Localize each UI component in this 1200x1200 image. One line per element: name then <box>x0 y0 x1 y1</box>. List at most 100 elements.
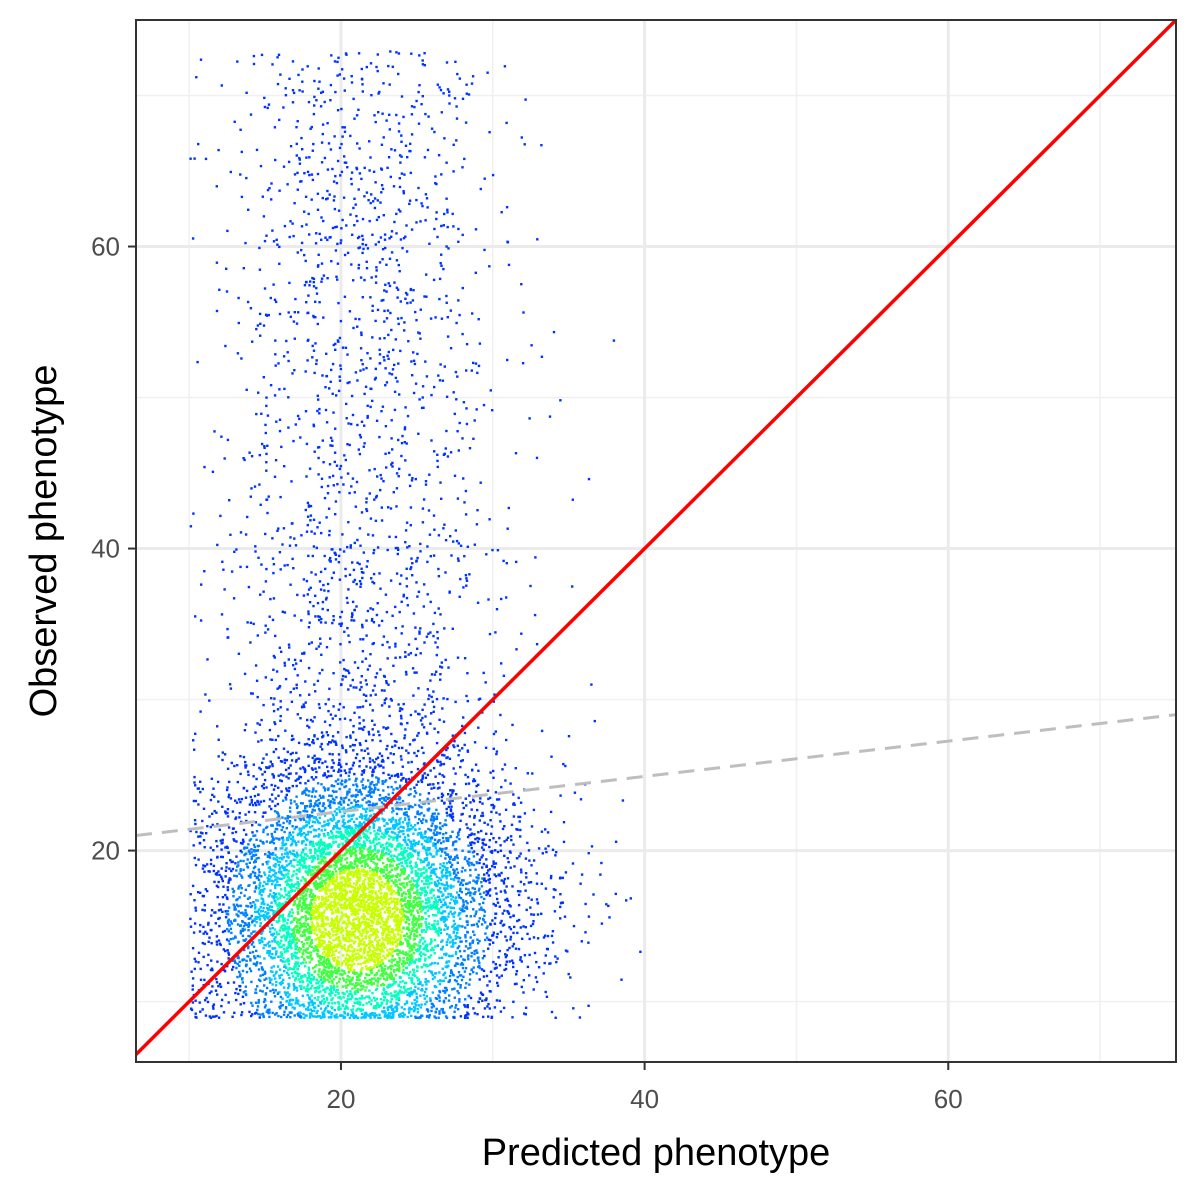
data-point <box>345 906 349 910</box>
data-point <box>263 1006 267 1009</box>
data-point <box>569 976 572 979</box>
data-point <box>451 912 454 916</box>
data-point <box>238 970 241 974</box>
data-point <box>519 958 522 961</box>
data-point <box>301 876 304 879</box>
data-point <box>430 1009 433 1013</box>
data-point <box>293 800 296 803</box>
data-point <box>343 943 346 947</box>
data-point <box>393 905 397 908</box>
data-point <box>356 956 359 959</box>
data-point <box>375 972 379 975</box>
data-point <box>242 991 246 994</box>
data-point <box>210 909 214 912</box>
data-point <box>312 142 315 146</box>
data-point <box>390 801 393 805</box>
data-point <box>295 941 298 945</box>
data-point <box>440 661 443 664</box>
data-point <box>395 921 398 924</box>
data-point <box>350 945 354 949</box>
data-point <box>478 887 481 890</box>
data-point <box>424 1003 427 1006</box>
data-point <box>309 929 312 932</box>
data-point <box>364 980 367 984</box>
data-point <box>291 840 294 843</box>
data-point <box>430 127 434 130</box>
data-point <box>203 942 206 946</box>
data-point <box>347 945 350 948</box>
data-point <box>319 876 323 879</box>
data-point <box>422 818 425 821</box>
data-point <box>337 209 341 212</box>
data-point <box>237 910 240 913</box>
data-point <box>264 944 267 947</box>
data-point <box>247 905 250 908</box>
data-point <box>455 793 458 796</box>
data-point <box>296 974 300 978</box>
data-point <box>326 987 329 990</box>
data-point <box>469 843 473 847</box>
data-point <box>465 694 468 698</box>
data-point <box>321 748 324 751</box>
data-point <box>335 975 338 979</box>
data-point <box>245 388 248 391</box>
data-point <box>290 941 294 944</box>
data-point <box>320 810 323 813</box>
data-point <box>323 156 327 160</box>
data-point <box>220 962 223 966</box>
data-point <box>289 764 292 767</box>
data-point <box>354 779 357 783</box>
data-point <box>301 901 305 905</box>
data-point <box>436 637 439 640</box>
data-point <box>390 437 393 440</box>
data-point <box>405 811 408 814</box>
data-point <box>362 840 366 843</box>
data-point <box>253 910 257 913</box>
data-point <box>386 907 389 910</box>
data-point <box>446 208 449 211</box>
data-point <box>424 836 428 839</box>
data-point <box>451 812 454 815</box>
data-point <box>435 817 439 820</box>
data-point <box>324 1008 327 1011</box>
data-point <box>290 908 294 911</box>
data-point <box>332 946 336 949</box>
data-point <box>360 817 364 820</box>
data-point <box>272 932 276 935</box>
data-point <box>344 780 347 784</box>
data-point <box>304 925 308 928</box>
data-point <box>254 849 257 852</box>
data-point <box>227 1001 230 1004</box>
data-point <box>401 906 404 909</box>
data-point <box>230 931 233 935</box>
data-point <box>319 637 322 640</box>
data-point <box>332 571 335 574</box>
data-point <box>394 535 398 539</box>
data-point <box>322 583 325 587</box>
data-point <box>247 925 250 928</box>
data-point <box>335 873 338 876</box>
data-point <box>317 645 321 648</box>
data-point <box>535 643 539 646</box>
data-point <box>365 986 368 989</box>
data-point <box>295 887 298 890</box>
data-point <box>207 870 210 873</box>
data-point <box>215 811 218 814</box>
data-point <box>403 866 406 870</box>
data-point <box>348 921 351 925</box>
data-point <box>384 425 388 428</box>
data-point <box>564 949 568 952</box>
data-point <box>292 983 295 986</box>
data-point <box>346 984 350 987</box>
data-point <box>353 711 356 714</box>
data-point <box>473 779 477 783</box>
data-point <box>244 923 247 926</box>
data-point <box>293 1007 296 1010</box>
data-point <box>229 920 232 923</box>
data-point <box>334 500 338 503</box>
data-point <box>441 939 444 942</box>
data-point <box>336 886 339 890</box>
data-point <box>456 72 459 76</box>
data-point <box>521 937 524 940</box>
data-point <box>359 638 362 641</box>
